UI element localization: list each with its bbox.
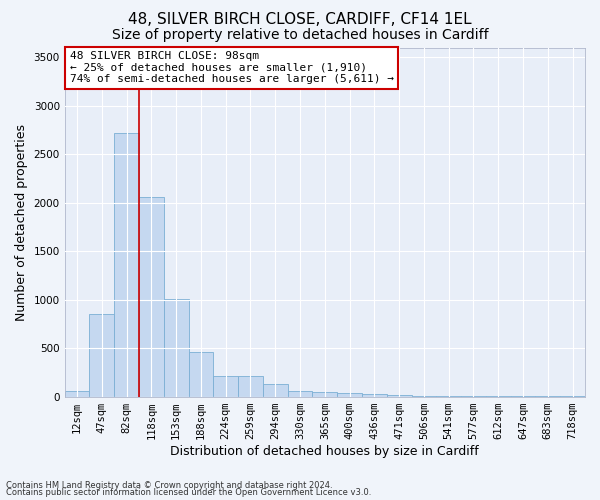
Bar	[188, 352, 214, 397]
Bar	[114, 133, 139, 396]
Bar	[214, 376, 238, 396]
Bar	[313, 392, 337, 396]
Text: 48, SILVER BIRCH CLOSE, CARDIFF, CF14 1EL: 48, SILVER BIRCH CLOSE, CARDIFF, CF14 1E…	[128, 12, 472, 28]
Bar	[65, 391, 89, 396]
Bar	[337, 392, 362, 396]
Bar	[139, 197, 164, 396]
Bar	[164, 299, 188, 396]
Text: Contains HM Land Registry data © Crown copyright and database right 2024.: Contains HM Land Registry data © Crown c…	[6, 480, 332, 490]
Bar	[387, 394, 412, 396]
Bar	[263, 384, 287, 396]
Bar	[362, 394, 387, 396]
Text: Contains public sector information licensed under the Open Government Licence v3: Contains public sector information licen…	[6, 488, 371, 497]
Bar	[238, 376, 263, 396]
Bar	[287, 391, 313, 396]
Y-axis label: Number of detached properties: Number of detached properties	[15, 124, 28, 320]
Bar	[89, 314, 114, 396]
X-axis label: Distribution of detached houses by size in Cardiff: Distribution of detached houses by size …	[170, 444, 479, 458]
Text: Size of property relative to detached houses in Cardiff: Size of property relative to detached ho…	[112, 28, 488, 42]
Text: 48 SILVER BIRCH CLOSE: 98sqm
← 25% of detached houses are smaller (1,910)
74% of: 48 SILVER BIRCH CLOSE: 98sqm ← 25% of de…	[70, 51, 394, 84]
